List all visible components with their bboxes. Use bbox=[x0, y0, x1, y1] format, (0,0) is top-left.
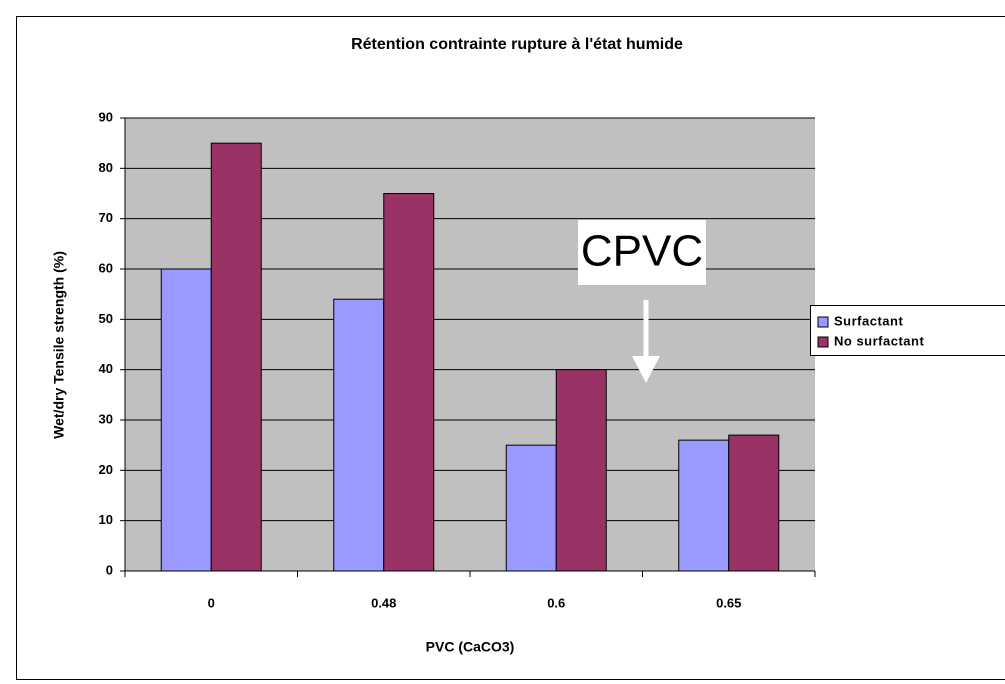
y-tick-label: 80 bbox=[99, 160, 113, 175]
bar bbox=[678, 439, 730, 572]
annotation-box bbox=[578, 220, 706, 285]
bar bbox=[555, 369, 607, 572]
x-tick-label: 0.6 bbox=[547, 595, 565, 610]
y-tick-label: 90 bbox=[99, 109, 113, 124]
legend-swatch bbox=[817, 316, 829, 328]
annotation: CPVC bbox=[581, 227, 703, 276]
y-tick-label: 50 bbox=[99, 311, 113, 326]
x-tick-label: 0.48 bbox=[371, 595, 396, 610]
bar bbox=[728, 434, 780, 572]
x-tick-label: 0 bbox=[208, 595, 215, 610]
bar bbox=[383, 193, 435, 572]
y-tick-label: 40 bbox=[99, 361, 113, 376]
y-tick-label: 10 bbox=[99, 512, 113, 527]
x-axis-label: PVC (CaCO3) bbox=[426, 639, 515, 655]
axes: 0 10 20 30 40 50 60 70 80 90 0 0.48 0.6 0.65 bbox=[99, 109, 816, 610]
y-tick-label: 20 bbox=[99, 462, 113, 477]
legend-label: Surfactant bbox=[834, 313, 903, 328]
legend bbox=[810, 305, 1005, 356]
legend-items: Surfactant No surfactant bbox=[817, 313, 924, 348]
y-axis-label: Wet/dry Tensile strength (%) bbox=[51, 251, 67, 439]
legend-label: No surfactant bbox=[834, 333, 924, 348]
bars bbox=[160, 142, 780, 572]
legend-swatch bbox=[817, 336, 829, 348]
y-tick-label: 0 bbox=[106, 562, 113, 577]
bar bbox=[210, 142, 262, 572]
chart-title: Rétention contrainte rupture à l'état hu… bbox=[351, 36, 683, 53]
bar bbox=[333, 298, 385, 572]
arrow-head bbox=[632, 356, 660, 383]
y-tick-label: 70 bbox=[99, 210, 113, 225]
bar bbox=[505, 444, 557, 572]
x-tick-label: 0.65 bbox=[716, 595, 741, 610]
bar bbox=[160, 268, 212, 572]
y-tick-label: 30 bbox=[99, 411, 113, 426]
y-tick-label: 60 bbox=[99, 260, 113, 275]
